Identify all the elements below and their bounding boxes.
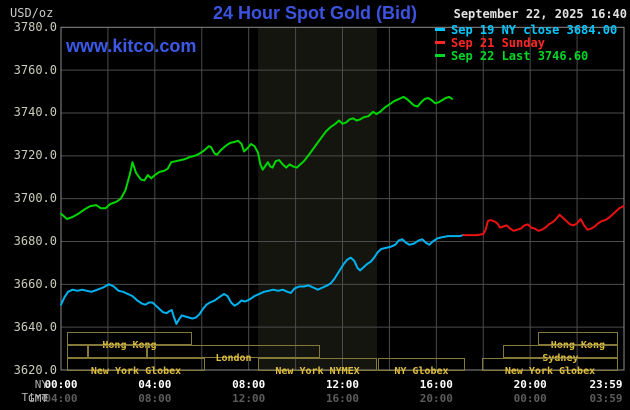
y-axis-label: 3700.0 <box>13 191 57 206</box>
series-line-sep22 <box>60 95 454 220</box>
session-label: London <box>215 352 252 364</box>
session-box-london: London <box>147 344 320 364</box>
y-axis-label: 3740.0 <box>13 105 57 120</box>
session-label: New York Globex <box>90 365 182 377</box>
y-axis-label: 3780.0 <box>13 19 57 34</box>
x-axis-label-gmt: 12:00 <box>232 391 266 405</box>
x-axis-label-ny-time: 23:59 <box>589 377 623 391</box>
legend-dash-icon <box>435 28 445 31</box>
session-label: New York NYMEX <box>275 365 360 377</box>
session-box-new-york-globex: New York Globex <box>67 357 206 377</box>
session-box-hong-kong: Hong Kong <box>537 331 618 351</box>
legend-item: Sep 19 NY close 3684.00 <box>435 22 618 37</box>
x-axis-label-ny-time: 16:00 <box>419 377 453 391</box>
y-axis-label: 3760.0 <box>13 62 57 77</box>
session-label: New York Globex <box>504 365 596 377</box>
legend-label: Sep 19 NY close 3684.00 <box>451 22 618 37</box>
x-axis-label-ny-time: 04:00 <box>138 377 172 391</box>
session-box <box>67 344 88 358</box>
chart-datetime: September 22, 2025 16:40 <box>453 7 627 21</box>
y-axis-label: 3720.0 <box>13 148 57 163</box>
ny-time-row-label: NY Time <box>21 377 49 404</box>
x-axis-label-gmt: 08:00 <box>138 391 172 405</box>
x-axis-label-ny-time: 00:00 <box>44 377 78 391</box>
session-box-new-york-nymex: New York NYMEX <box>258 357 377 377</box>
legend-item: Sep 22 Last 3746.60 <box>435 48 617 63</box>
x-axis-label-ny-time: 12:00 <box>325 377 360 391</box>
x-axis-label-gmt: 03:59 <box>589 391 623 405</box>
session-box-sydney: Sydney <box>502 344 618 364</box>
legend-dash-icon <box>435 54 445 57</box>
legend-label: Sep 22 Last 3746.60 <box>451 48 589 63</box>
session-box-new-york-globex: New York Globex <box>482 357 618 377</box>
x-axis-label-gmt: 04:00 <box>44 391 78 405</box>
unit-label: USD/oz <box>10 6 54 20</box>
x-axis-label-ny-time: 08:00 <box>232 377 266 391</box>
session-box-hong-kong: Hong Kong <box>67 331 192 351</box>
x-axis-label-gmt: 20:00 <box>419 391 453 405</box>
y-axis-label: 3680.0 <box>13 233 57 248</box>
session-box <box>87 344 148 358</box>
x-axis-label-gmt: 16:00 <box>325 391 360 405</box>
legend-dash-icon <box>435 41 445 44</box>
legend-label: Sep 21 Sunday <box>451 35 545 50</box>
y-axis-label: 3620.0 <box>13 362 57 377</box>
series-line-sep19 <box>60 234 465 325</box>
x-axis-label-ny-time: 20:00 <box>513 377 547 391</box>
y-axis-label: 3660.0 <box>13 276 57 291</box>
y-axis-label: 3640.0 <box>13 319 57 334</box>
legend: Sep 19 NY close 3684.00 Sep 21 Sunday Sep … <box>435 22 618 63</box>
x-axis-label-gmt: 00:00 <box>513 391 547 405</box>
session-label: NY Globex <box>394 365 449 377</box>
kitco-watermark-link[interactable]: www.kitco.com <box>66 36 197 56</box>
chart-title: 24 Hour Spot Gold (Bid) <box>213 3 417 23</box>
gmt-row-label: GMT <box>28 391 48 405</box>
session-box-ny-globex: NY Globex <box>377 357 465 377</box>
series-line-sep21 <box>462 205 625 237</box>
legend-item: Sep 21 Sunday <box>435 35 617 50</box>
